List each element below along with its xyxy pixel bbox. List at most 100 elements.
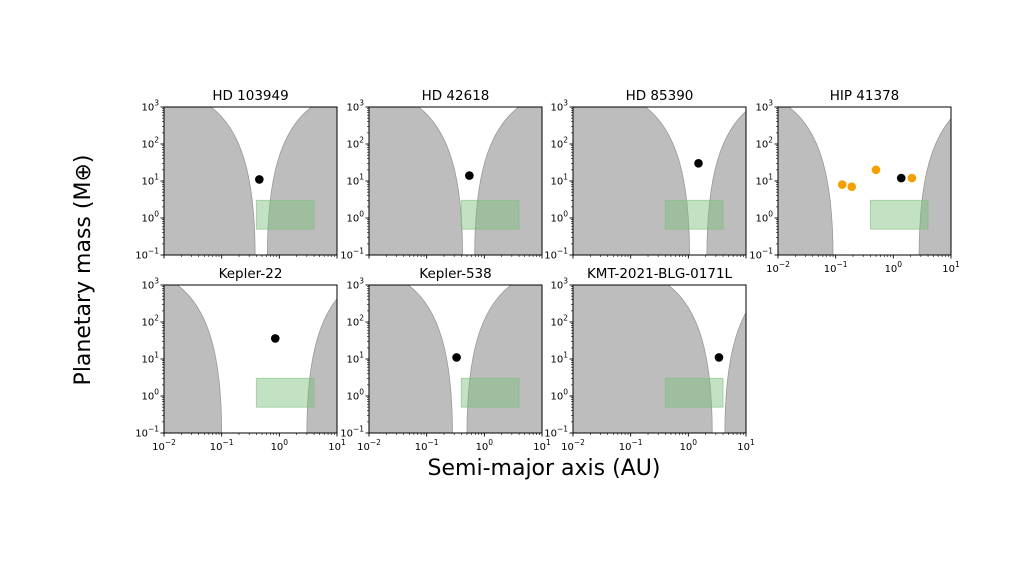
y-tick-label: 100	[141, 388, 159, 403]
planet-point	[694, 159, 703, 168]
outer-excluded-region	[918, 118, 951, 255]
plot-area	[164, 107, 337, 255]
y-tick-label: 100	[141, 210, 159, 225]
outer-excluded-region	[706, 110, 746, 255]
y-tick-label: 103	[141, 277, 159, 292]
plot-area	[778, 107, 951, 255]
companion-planet-point	[847, 182, 857, 192]
y-axis-label: Planetary mass (M⊕)	[71, 155, 96, 386]
planet-point	[452, 353, 461, 362]
y-tick-label: 10−1	[749, 247, 773, 262]
y-tick-label: 103	[550, 99, 568, 114]
inner-excluded-region	[778, 107, 834, 255]
x-tick-label: 100	[271, 438, 289, 453]
panel-title: HIP 41378	[830, 88, 900, 104]
x-tick-label: 101	[942, 260, 960, 275]
x-tick-label: 101	[737, 438, 755, 453]
y-tick-label: 10−1	[340, 247, 364, 262]
y-tick-label: 100	[550, 388, 568, 403]
y-tick-label: 10−1	[135, 425, 159, 440]
highlight-box	[255, 377, 315, 408]
y-tick-label: 102	[141, 136, 159, 151]
y-tick-label: 102	[550, 314, 568, 329]
plot-area	[164, 285, 337, 433]
highlight-box	[460, 377, 520, 408]
panel-title: HD 42618	[422, 88, 490, 104]
planet-point	[255, 175, 264, 184]
planet-point	[465, 171, 474, 180]
plot-area	[573, 285, 746, 433]
highlight-box	[664, 199, 724, 230]
y-tick-label: 100	[755, 210, 773, 225]
x-tick-label: 10−1	[210, 438, 234, 453]
y-tick-label: 101	[550, 173, 568, 188]
companion-planet-point	[837, 180, 847, 189]
y-tick-label: 103	[346, 99, 364, 114]
panel-hd-42618: HD 42618 10−1 100 101 102 103	[340, 88, 543, 262]
planet-point	[270, 334, 280, 343]
x-tick-label: 101	[533, 438, 551, 453]
y-tick-label: 100	[550, 210, 568, 225]
y-tick-label: 10−1	[135, 247, 159, 262]
y-tick-label: 103	[755, 99, 773, 114]
plot-area	[369, 285, 542, 433]
panel-title: HD 85390	[626, 88, 694, 104]
panel-title: KMT-2021-BLG-0171L	[587, 266, 733, 282]
y-tick-label: 101	[755, 173, 773, 188]
y-tick-label: 100	[346, 388, 364, 403]
outer-excluded-region	[466, 285, 542, 433]
plot-area	[573, 107, 746, 255]
y-tick-label: 102	[550, 136, 568, 151]
outer-excluded-region	[266, 107, 337, 255]
inner-excluded-region	[369, 285, 453, 433]
x-tick-label: 10−2	[357, 438, 381, 453]
y-tick-label: 102	[141, 314, 159, 329]
planet-point	[714, 353, 724, 362]
inner-excluded-region	[164, 107, 256, 255]
companion-planet-point	[871, 165, 881, 175]
plot-area	[369, 107, 542, 255]
y-tick-label: 103	[141, 99, 159, 114]
y-tick-label: 10−1	[544, 425, 568, 440]
x-tick-label: 10−1	[415, 438, 439, 453]
planet-point	[896, 173, 906, 183]
x-tick-label: 10−1	[824, 260, 848, 275]
x-axis-label: Semi-major axis (AU)	[428, 456, 661, 481]
x-tick-label: 10−1	[619, 438, 643, 453]
y-tick-label: 10−1	[544, 247, 568, 262]
x-tick-label: 10−2	[561, 438, 585, 453]
y-tick-label: 101	[550, 351, 568, 366]
y-tick-label: 101	[141, 173, 159, 188]
y-tick-label: 102	[755, 136, 773, 151]
companion-planet-point	[907, 173, 917, 183]
inner-excluded-region	[573, 285, 713, 433]
highlight-box	[460, 199, 520, 230]
panel-title: HD 103949	[212, 88, 288, 104]
y-tick-label: 10−1	[340, 425, 364, 440]
y-tick-label: 101	[346, 351, 364, 366]
y-tick-label: 103	[346, 277, 364, 292]
y-tick-label: 101	[141, 351, 159, 366]
x-tick-label: 101	[328, 438, 346, 453]
x-tick-label: 10−2	[766, 260, 790, 275]
highlight-box	[869, 199, 929, 230]
outer-excluded-region	[474, 107, 542, 255]
y-tick-label: 102	[346, 314, 364, 329]
y-tick-label: 102	[346, 136, 364, 151]
inner-excluded-region	[369, 107, 463, 255]
panel-title: Kepler-538	[419, 266, 491, 282]
x-tick-label: 100	[885, 260, 903, 275]
inner-excluded-region	[573, 107, 690, 255]
highlight-box	[255, 199, 315, 230]
y-tick-label: 100	[346, 210, 364, 225]
inner-excluded-region	[164, 285, 223, 433]
highlight-box	[664, 377, 724, 408]
panel-hd-103949: HD 103949 10−1 100 101 102 103	[135, 88, 338, 262]
panel-hd-85390: HD 85390 10−1 100 101 102 103	[544, 88, 747, 262]
outer-excluded-region	[724, 311, 746, 433]
